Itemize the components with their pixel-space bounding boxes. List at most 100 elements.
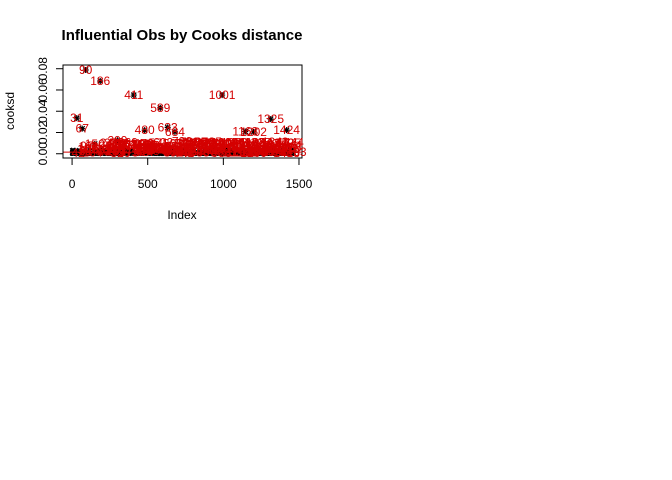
point-label: 548 [145, 142, 165, 156]
data-point [166, 149, 172, 154]
point-label: 982 [211, 144, 231, 158]
influential-point-label: 1202 [240, 125, 267, 139]
influential-point-marker [97, 77, 104, 84]
point-label: 1425 [274, 136, 301, 150]
point-label: 1444 [277, 135, 304, 149]
influential-point [97, 77, 104, 84]
point-label: 988 [212, 146, 232, 160]
influential-point [82, 66, 89, 73]
data-point [157, 147, 163, 153]
point-label: 1021 [213, 140, 240, 154]
point-label: 814 [185, 135, 205, 149]
point-label: 486 [136, 137, 156, 151]
data-point [223, 150, 229, 156]
point-label: 1287 [253, 137, 280, 151]
influential-point [91, 140, 98, 147]
point-label: 108 [78, 139, 98, 153]
point-label: 1418 [273, 146, 300, 160]
point-label: 792 [182, 136, 202, 150]
influential-point [114, 137, 121, 144]
point-label: 847 [190, 136, 210, 150]
x-tick-label: 1500 [286, 177, 313, 191]
point-label: 571 [148, 136, 168, 150]
point-label: 899 [198, 140, 218, 154]
point-label: 753 [176, 140, 196, 154]
point-label: 744 [175, 137, 195, 151]
y-tick-label: 0.04 [36, 99, 50, 123]
point-label: 1084 [223, 137, 250, 151]
point-label: 1056 [218, 135, 245, 149]
point-label: 1008 [211, 136, 238, 150]
point-label: 513 [140, 144, 160, 158]
point-label: 1364 [265, 141, 292, 155]
x-axis: 0 500 1000 1500 [69, 157, 313, 191]
point-label: 1379 [267, 136, 294, 150]
y-axis: 0.000.020.040.060.08 [36, 57, 64, 165]
point-label: 1061 [219, 137, 246, 151]
influential-point [79, 125, 86, 132]
point-label: 1132 [230, 140, 256, 154]
influential-point-marker [242, 128, 249, 135]
point-label: 726 [172, 135, 192, 149]
point-label: 769 [178, 138, 198, 152]
influential-point [75, 150, 82, 157]
influential-point-marker [219, 92, 226, 99]
influential-point-label: 411 [124, 88, 143, 102]
point-label: 780 [180, 135, 200, 149]
point-label: 483 [135, 143, 155, 157]
point-label: 944 [205, 141, 225, 155]
point-label: 286 [105, 144, 125, 158]
point-label: 448 [130, 137, 150, 151]
influential-point-label: 633 [158, 120, 178, 134]
point-label: 1239 [246, 140, 273, 154]
point-label: 1103 [226, 144, 252, 158]
point-label: 729 [172, 143, 192, 157]
point-label: 307 [108, 138, 128, 152]
point-label: 1059 [219, 137, 246, 151]
point-label: 680 [165, 139, 185, 153]
point-label: 1240 [246, 137, 273, 151]
point-label: 349 [115, 138, 135, 152]
influential-point-marker [79, 125, 86, 132]
x-tick-label: 1000 [210, 177, 237, 191]
point-label: 88 [79, 144, 93, 158]
y-tick-label: 0.02 [36, 120, 50, 144]
x-tick-label: 0 [69, 177, 76, 191]
data-point [180, 147, 186, 153]
point-label: 362 [117, 138, 137, 152]
influential-point [267, 116, 274, 123]
point-label: 109 [79, 142, 99, 156]
influential-point-marker [75, 150, 82, 157]
point-label: 717 [170, 140, 190, 154]
point-label: 1225 [244, 135, 271, 149]
data-point [91, 147, 96, 153]
point-label: 739 [174, 144, 194, 158]
influential-point [283, 127, 290, 134]
point-label: 1428 [275, 141, 302, 155]
influential-point-label: 1424 [273, 123, 300, 137]
influential-point-label: 42 [71, 146, 85, 160]
y-tick-label: 0.06 [36, 78, 50, 102]
point-label: 607 [154, 140, 174, 154]
point-label: 913 [200, 143, 220, 157]
point-label: 717 [171, 143, 191, 157]
influential-point [171, 128, 178, 135]
influential-point [141, 127, 148, 134]
influential-point-marker [157, 104, 164, 111]
point-label: 462 [132, 143, 152, 157]
point-label: 925 [202, 135, 222, 149]
point-label: 301 [108, 137, 128, 151]
point-label: 249 [100, 136, 120, 150]
influential-point [250, 128, 257, 135]
influential-point-marker [250, 128, 257, 135]
y-axis-label: cooksd [3, 92, 17, 130]
data-point [278, 148, 284, 154]
point-label: 1257 [249, 143, 276, 157]
influential-point-marker [82, 66, 89, 73]
point-label: 665 [163, 136, 183, 150]
influential-point-label: 1163 [232, 125, 258, 139]
point-label: 278 [104, 136, 124, 150]
point-label: 178 [89, 143, 109, 157]
point-label: 1441 [277, 138, 304, 152]
